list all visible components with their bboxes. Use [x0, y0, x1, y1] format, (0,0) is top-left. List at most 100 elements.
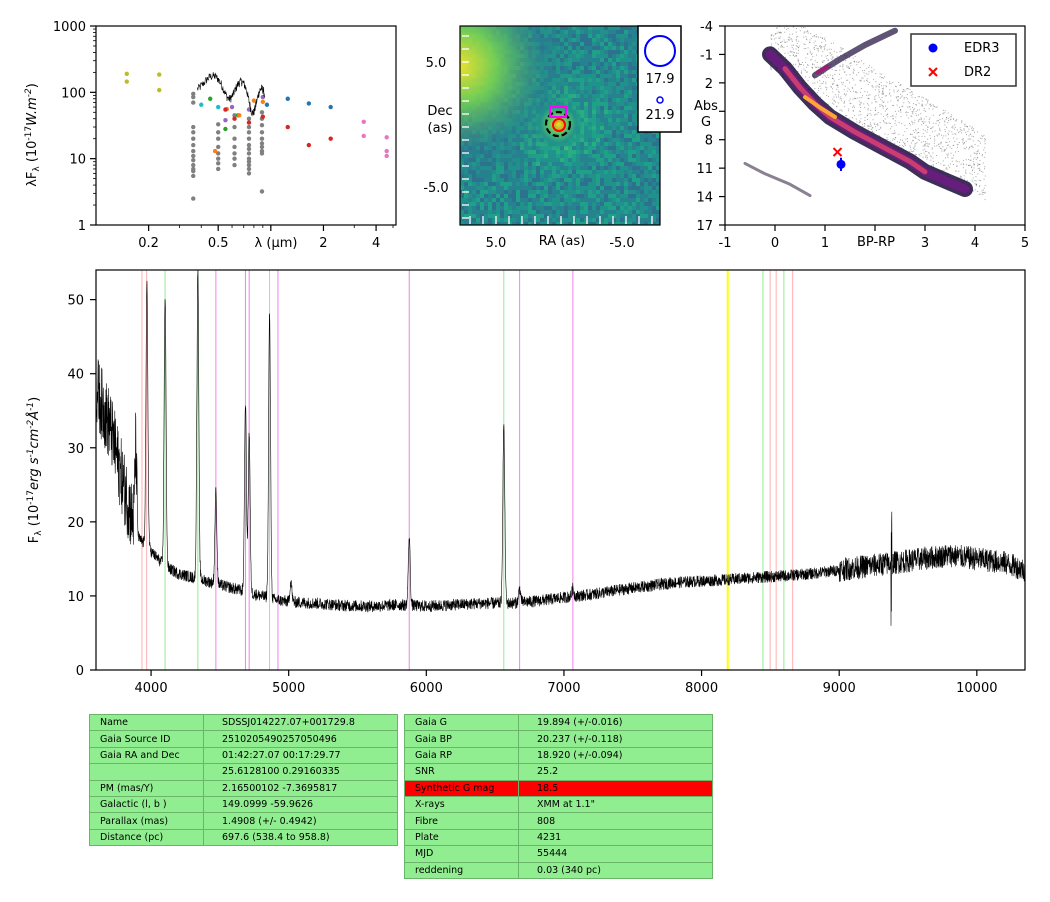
hr-field-star — [926, 131, 928, 133]
hr-field-star — [889, 89, 891, 91]
hr-field-star — [856, 61, 858, 63]
hr-field-star — [906, 138, 908, 140]
hr-field-star — [932, 157, 934, 159]
hr-field-star — [883, 101, 885, 103]
sed-point — [246, 156, 252, 161]
hr-field-star — [894, 142, 896, 144]
hr-field-star — [887, 133, 889, 135]
hr-field-star — [820, 36, 822, 38]
hr-field-star — [837, 84, 839, 86]
info-row: Gaia RA and Dec 01:42:27.07 00:17:29.77 — [89, 746, 398, 765]
hr-field-star — [857, 97, 859, 99]
hr-field-star — [897, 100, 899, 102]
sed-point — [191, 94, 196, 100]
image-ytick-bottom: -5.0 — [423, 181, 448, 196]
hr-field-star — [832, 78, 834, 80]
sed-point — [246, 120, 252, 125]
hr-field-star — [915, 137, 917, 139]
hr-field-star — [784, 56, 786, 58]
hr-field-star — [972, 146, 974, 148]
hr-field-star — [911, 91, 913, 93]
hr-field-star — [812, 63, 814, 65]
hr-field-star — [947, 156, 949, 158]
hr-field-star — [977, 131, 979, 133]
hr-field-star — [891, 133, 893, 135]
hr-field-star — [980, 171, 982, 173]
hr-field-star — [934, 140, 936, 142]
hr-field-star — [962, 141, 964, 143]
hr-field-star — [875, 101, 877, 103]
hr-field-star — [916, 132, 918, 134]
hr-field-star — [856, 74, 858, 76]
hr-field-star — [899, 139, 901, 141]
hr-field-star — [783, 39, 785, 41]
hr-field-star — [825, 83, 827, 85]
hr-field-star — [836, 55, 838, 57]
spectrum-ytick-label: 30 — [67, 442, 84, 457]
hr-field-star — [938, 133, 940, 135]
hr-field-star — [800, 24, 801, 25]
hr-field-star — [839, 51, 841, 53]
hr-field-star — [965, 172, 967, 174]
hr-field-star — [866, 68, 868, 70]
hr-field-star — [791, 40, 793, 42]
hr-field-star — [918, 119, 920, 121]
hr-field-star — [780, 44, 782, 46]
hr-field-star — [899, 84, 901, 86]
hr-field-star — [860, 79, 862, 81]
hr-field-star — [867, 80, 869, 82]
hr-field-star — [914, 148, 916, 150]
hr-field-star — [830, 55, 832, 57]
hr-field-star — [927, 129, 929, 131]
hr-field-star — [966, 146, 968, 148]
hr-field-star — [813, 47, 815, 49]
hr-field-star — [944, 131, 946, 133]
hr-field-star — [979, 160, 981, 162]
hr-field-star — [848, 117, 850, 119]
info-key: Gaia G — [404, 713, 519, 732]
hr-field-star — [911, 91, 913, 93]
hr-field-star — [867, 109, 869, 111]
sed-point — [260, 99, 266, 104]
hr-field-star — [939, 127, 941, 129]
hr-field-star — [952, 164, 954, 166]
hr-legend-dr2-label: DR2 — [964, 65, 991, 80]
hr-field-star — [786, 22, 787, 23]
sed-point — [223, 107, 228, 112]
hr-field-star — [770, 38, 772, 40]
sed-point — [215, 144, 221, 150]
hr-field-star — [945, 167, 947, 169]
sed-point — [199, 102, 204, 107]
hr-field-star — [892, 82, 894, 84]
hr-field-star — [926, 154, 928, 156]
hr-field-star — [880, 82, 882, 84]
hr-field-star — [973, 163, 975, 165]
hr-field-star — [947, 144, 949, 146]
hr-field-star — [943, 120, 945, 122]
hr-field-star — [932, 163, 934, 165]
hr-field-star — [912, 110, 914, 112]
hr-field-star — [815, 36, 817, 38]
hr-field-star — [834, 66, 836, 68]
hr-field-star — [771, 38, 773, 40]
hr-field-star — [916, 142, 918, 144]
hr-field-star — [924, 148, 926, 150]
hr-ytick-label: -1 — [700, 48, 713, 63]
sed-point — [259, 151, 265, 156]
hr-field-star — [881, 85, 883, 87]
hr-field-star — [821, 55, 823, 57]
hr-field-star — [947, 155, 949, 157]
hr-field-star — [965, 132, 967, 134]
hr-field-star — [900, 96, 902, 98]
hr-field-star — [918, 135, 920, 137]
hr-field-star — [956, 143, 958, 145]
hr-field-star — [847, 110, 849, 112]
hr-field-star — [864, 119, 866, 121]
info-row: Distance (pc) 697.6 (538.4 to 958.8) — [89, 828, 398, 847]
hr-field-star — [818, 67, 820, 69]
image-xtick-left: 5.0 — [486, 236, 507, 251]
hr-field-star — [903, 141, 905, 143]
hr-field-star — [849, 82, 851, 84]
hr-field-star — [829, 52, 831, 54]
hr-field-star — [913, 103, 915, 105]
